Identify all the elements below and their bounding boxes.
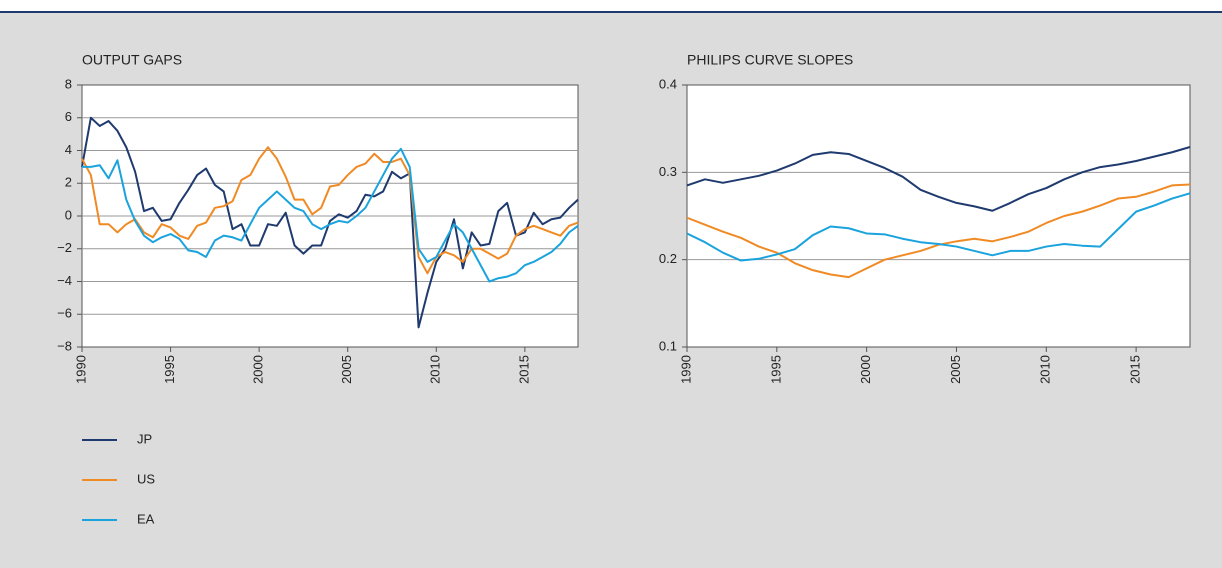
legend-label: EA [137, 511, 155, 526]
x-tick-label: 2010 [428, 355, 443, 384]
x-tick-label: 2005 [948, 355, 963, 384]
y-tick-label: 8 [65, 76, 72, 91]
x-tick-label: 2000 [858, 355, 873, 384]
x-tick-label: 2010 [1038, 355, 1053, 384]
legend-label: US [137, 471, 155, 486]
x-tick-label: 1990 [678, 355, 693, 384]
y-tick-label: −2 [57, 240, 72, 255]
y-tick-label: 0.2 [659, 251, 677, 266]
x-tick-label: 1995 [162, 355, 177, 384]
series-line [686, 146, 1191, 212]
x-tick-label: 1990 [73, 355, 88, 384]
chart-title: PHILIPS CURVE SLOPES [687, 52, 853, 68]
x-tick-label: 1995 [768, 355, 783, 384]
legend-label: JP [137, 431, 152, 446]
series-line [81, 116, 579, 329]
series-line [81, 146, 579, 275]
y-tick-label: 0.3 [659, 164, 677, 179]
series-line [686, 192, 1191, 262]
plot-area [686, 84, 1191, 348]
y-tick-label: 0 [65, 207, 72, 222]
x-tick-label: 2015 [516, 355, 531, 384]
y-tick-label: 0.4 [659, 76, 677, 91]
y-tick-label: −4 [57, 273, 72, 288]
y-tick-label: −8 [57, 338, 72, 353]
y-tick-label: 0.1 [659, 338, 677, 353]
x-tick-label: 2005 [339, 355, 354, 384]
y-tick-label: 6 [65, 109, 72, 124]
series-line [82, 147, 579, 283]
x-tick-label: 2015 [1128, 355, 1143, 384]
chart-title: OUTPUT GAPS [82, 52, 182, 68]
y-tick-label: 2 [65, 175, 72, 190]
y-tick-label: −6 [57, 306, 72, 321]
y-tick-label: 4 [65, 142, 72, 157]
x-tick-label: 2000 [251, 355, 266, 384]
